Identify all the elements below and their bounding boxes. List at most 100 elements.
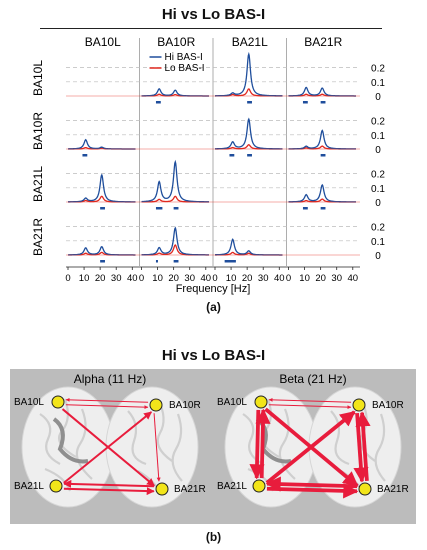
connectivity-arrow: [255, 408, 271, 479]
y-tick-label: 0.1: [371, 131, 385, 142]
y-tick-label: 0: [375, 251, 381, 262]
y-tick-label: 0: [375, 145, 381, 156]
significance-bar: [302, 207, 308, 210]
connectivity-arrow: [268, 404, 352, 410]
significance-bar: [247, 101, 252, 104]
x-tick-label: 20: [168, 273, 179, 284]
spectral-grid-chart: BA10L BA10R BA21L BA21R BA10L BA10R BA21L BA21R…: [31, 35, 385, 295]
region-label: BA10R: [169, 400, 201, 411]
sulcus: [39, 413, 61, 465]
connectivity-arrow: [265, 410, 356, 485]
sulcus: [330, 410, 350, 466]
panel-a-title-rule: [40, 28, 382, 29]
hi-bas-line: [68, 138, 136, 150]
significance-bar: [155, 207, 163, 210]
panel-a-caption-text: (a): [206, 300, 221, 314]
column-label: BA21R: [304, 35, 342, 49]
region-node: [252, 479, 266, 493]
y-tick-label: 0.1: [371, 184, 385, 195]
region-label: BA21R: [174, 484, 206, 495]
region-node: [149, 398, 163, 412]
x-tick-label: 0: [286, 273, 291, 284]
y-tick-label: 0.2: [371, 117, 385, 128]
significance-bar: [155, 101, 161, 104]
region-label: BA10L: [217, 397, 247, 408]
connectivity-arrow: [268, 397, 352, 403]
column-label: BA10L: [85, 35, 121, 49]
x-tick-label: 30: [111, 273, 122, 284]
region-label: BA21L: [217, 481, 247, 492]
sulcus: [242, 413, 264, 465]
panel-a-title: Hi vs Lo BAS-I: [0, 6, 427, 23]
alpha-map: Alpha (11 Hz) BA10L BA10R BA21L BA21R: [14, 372, 206, 508]
significance-bar: [82, 154, 88, 157]
y-tick-label: 0.1: [371, 237, 385, 248]
hi-bas-line: [141, 226, 209, 256]
region-node: [254, 395, 268, 409]
y-tick-label: 0.1: [371, 78, 385, 89]
x-tick-label: 0: [65, 273, 70, 284]
sulcus: [127, 410, 147, 466]
significance-bar: [100, 207, 105, 210]
significance-bar: [173, 260, 179, 263]
hi-bas-line: [68, 173, 136, 203]
beta-map: Beta (21 Hz) BA10L BA10R BA21L BA21R: [217, 372, 409, 508]
x-tick-label: 20: [315, 273, 326, 284]
significance-bar: [173, 207, 179, 210]
x-tick-label: 0: [212, 273, 217, 284]
panel-a-title-text: Hi vs Lo BAS-I: [161, 6, 266, 23]
map-title: Alpha (11 Hz): [74, 372, 146, 386]
legend-label: Lo BAS-I: [165, 63, 205, 74]
region-label: BA21R: [377, 484, 409, 495]
column-label: BA21L: [232, 35, 268, 49]
y-tick-label: 0.2: [371, 170, 385, 181]
row-label: BA21L: [31, 166, 45, 202]
y-tick-label: 0.2: [371, 223, 385, 234]
connectivity-arrow: [63, 411, 152, 484]
region-label: BA10L: [14, 397, 44, 408]
connectivity-arrow: [63, 487, 155, 496]
y-tick-label: 0: [375, 198, 381, 209]
x-tick-label: 30: [184, 273, 195, 284]
x-tick-label: 10: [226, 273, 237, 284]
connectivity-arrow: [65, 397, 149, 403]
row-label: BA21R: [31, 218, 45, 256]
connectivity-arrow: [65, 404, 149, 410]
region-node: [155, 482, 169, 496]
hi-bas-line: [68, 245, 136, 256]
significance-bar: [320, 207, 326, 210]
significance-bar: [320, 101, 326, 104]
panel-b-caption-text: (b): [205, 530, 222, 544]
connectivity-arrow: [266, 483, 359, 499]
lo-bas-line: [141, 244, 209, 256]
region-label: BA21L: [14, 481, 44, 492]
significance-bar: [224, 260, 236, 263]
connectivity-arrow: [63, 479, 155, 488]
significance-bar: [320, 154, 326, 157]
region-node: [51, 395, 65, 409]
x-tick-label: 10: [79, 273, 90, 284]
panel-b-title: Hi vs Lo BAS-I: [0, 347, 427, 364]
panel-b-caption: (b): [0, 530, 427, 544]
y-tick-label: 0.2: [371, 64, 385, 75]
region-label: BA10R: [372, 400, 404, 411]
region-node: [49, 479, 63, 493]
x-tick-label: 10: [299, 273, 310, 284]
row-label: BA10L: [31, 60, 45, 96]
significance-bar: [302, 101, 308, 104]
sulcus: [171, 413, 183, 482]
connectivity-arrow: [355, 411, 371, 481]
significance-bar: [155, 260, 158, 263]
x-tick-label: 20: [242, 273, 253, 284]
x-tick-label: 30: [331, 273, 342, 284]
significance-bar: [229, 154, 235, 157]
sulcus: [156, 398, 173, 462]
connectivity-arrow: [153, 413, 161, 482]
legend-label: Hi BAS-I: [165, 52, 203, 63]
x-tick-label: 40: [200, 273, 211, 284]
map-title: Beta (21 Hz): [279, 372, 346, 386]
panel-a-caption: (a): [0, 300, 427, 314]
row-label: BA10R: [31, 112, 45, 150]
x-axis-label: Frequency [Hz]: [176, 283, 251, 295]
